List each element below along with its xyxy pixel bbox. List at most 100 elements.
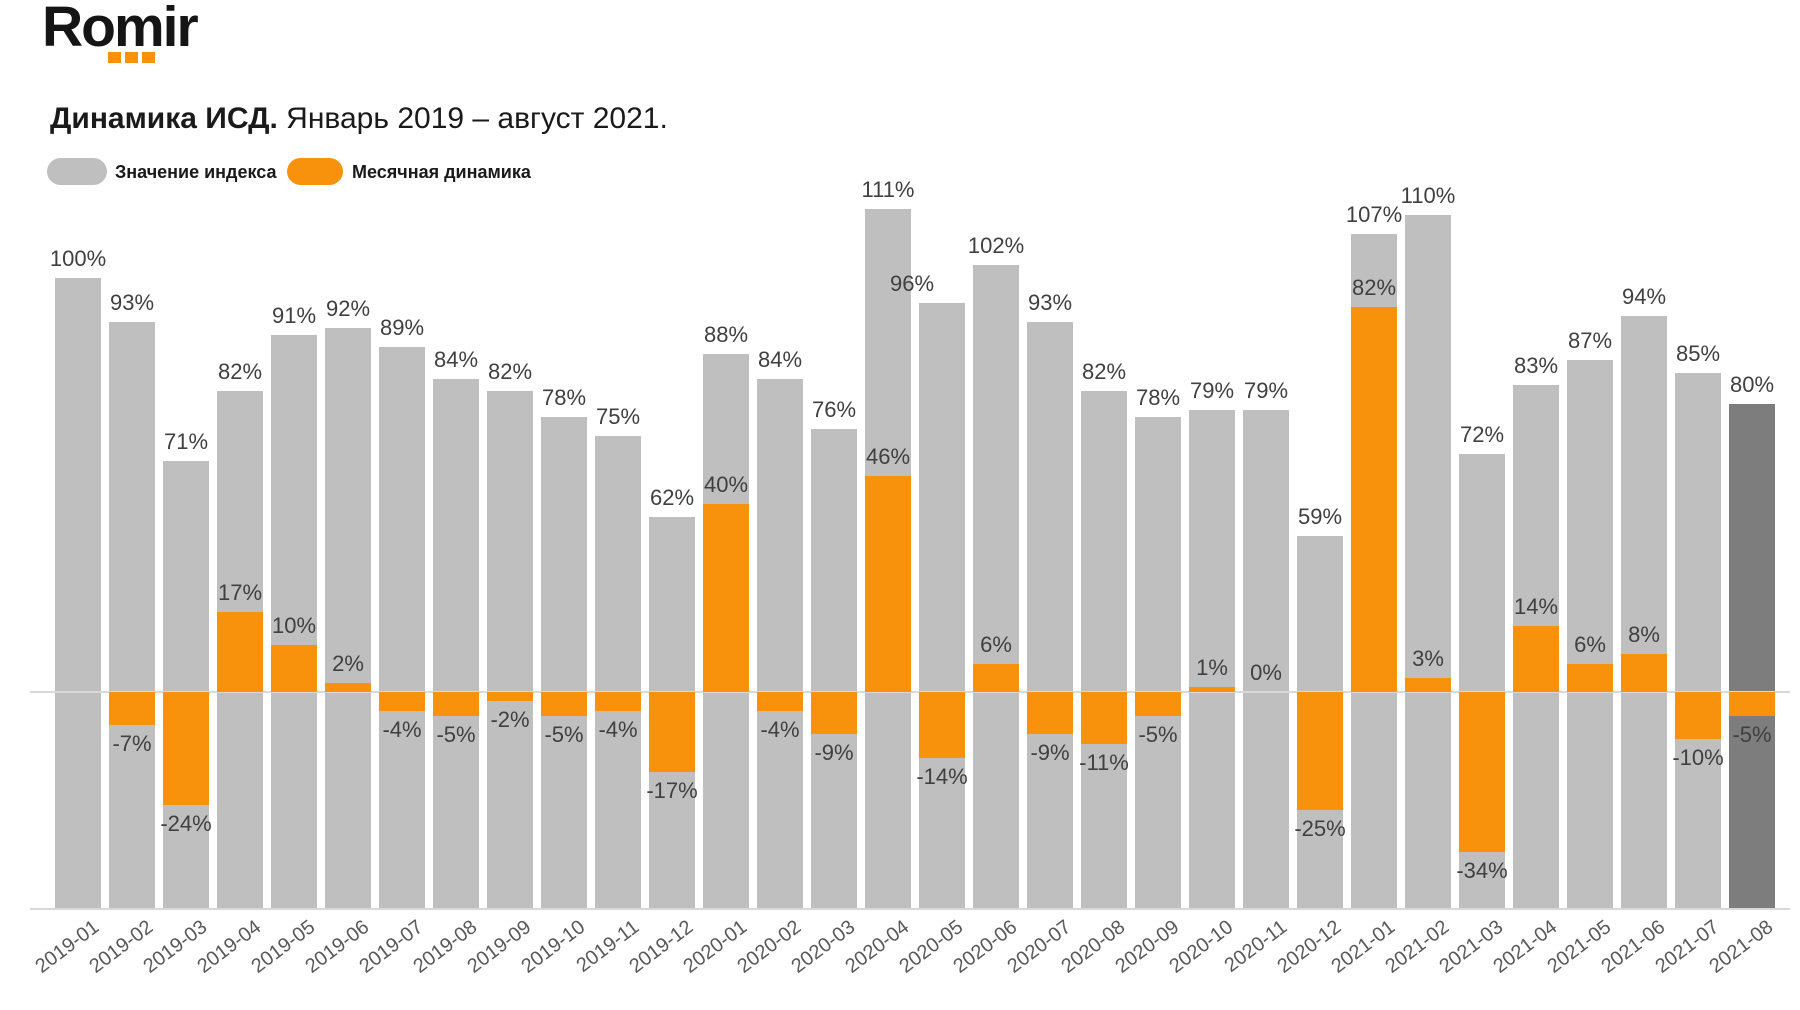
label-index-2021-04: 83%	[1513, 353, 1559, 378]
label-dynamics-2020-01: 40%	[703, 472, 749, 497]
bar-index-2021-08	[1729, 404, 1775, 908]
bar-index-2019-09	[487, 391, 533, 908]
label-dynamics-2019-09: -2%	[490, 707, 530, 732]
label-index-2020-05: 96%	[889, 271, 935, 296]
label-index-2019-06: 92%	[325, 296, 371, 321]
label-dynamics-2019-04: 17%	[217, 580, 263, 605]
bar-dynamics-2019-04	[217, 612, 263, 692]
bar-dynamics-2021-03	[1459, 692, 1505, 852]
bar-index-2020-10	[1189, 410, 1235, 908]
bar-index-2019-11	[595, 436, 641, 908]
bar-dynamics-2019-03	[163, 692, 209, 805]
bar-dynamics-2021-04	[1513, 626, 1559, 692]
bar-dynamics-2020-01	[703, 504, 749, 692]
bar-dynamics-2020-02	[757, 692, 803, 711]
label-dynamics-2020-05: -14%	[916, 764, 968, 789]
label-index-2019-12: 62%	[649, 485, 695, 510]
label-dynamics-2021-01: 82%	[1351, 275, 1397, 300]
label-index-2021-08: 80%	[1729, 372, 1775, 397]
label-dynamics-2020-07: -9%	[1030, 740, 1070, 765]
label-index-2019-07: 89%	[379, 315, 425, 340]
bar-dynamics-2021-08	[1729, 692, 1775, 716]
bar-dynamics-2020-12	[1297, 692, 1343, 810]
logo-dot-icon	[108, 52, 121, 63]
label-dynamics-2020-12: -25%	[1294, 816, 1346, 841]
dynamics-zero-axis-line	[30, 691, 1790, 693]
label-dynamics-2020-03: -9%	[814, 740, 854, 765]
label-dynamics-2019-10: -5%	[544, 722, 584, 747]
bar-dynamics-2021-06	[1621, 654, 1667, 692]
label-index-2019-01: 100%	[49, 246, 107, 271]
label-dynamics-2020-06: 6%	[980, 632, 1012, 657]
label-index-2021-02: 110%	[1400, 183, 1456, 208]
label-dynamics-2021-04: 14%	[1513, 594, 1559, 619]
label-index-2021-03: 72%	[1459, 422, 1505, 447]
label-index-2021-01: 107%	[1345, 202, 1403, 227]
bar-index-2019-01	[55, 278, 101, 908]
bar-index-2020-02	[757, 379, 803, 908]
bar-index-2019-10	[541, 417, 587, 908]
label-index-2020-08: 82%	[1081, 359, 1127, 384]
bar-dynamics-2019-09	[487, 692, 533, 701]
bar-index-2019-07	[379, 347, 425, 908]
label-dynamics-2019-07: -4%	[382, 717, 422, 742]
label-dynamics-2020-02: -4%	[760, 717, 800, 742]
bar-dynamics-2020-07	[1027, 692, 1073, 734]
label-dynamics-2021-07: -10%	[1672, 745, 1724, 770]
bar-index-2020-06	[973, 265, 1019, 908]
label-dynamics-2019-12: -17%	[646, 778, 698, 803]
label-dynamics-2020-10: 1%	[1196, 655, 1228, 680]
label-dynamics-2020-04: 46%	[865, 444, 911, 469]
bar-index-2019-05	[271, 335, 317, 908]
bar-dynamics-2021-02	[1405, 678, 1451, 692]
bar-index-2020-09	[1135, 417, 1181, 908]
label-index-2019-02: 93%	[109, 290, 155, 315]
label-index-2020-11: 79%	[1243, 378, 1289, 403]
bar-dynamics-2020-05	[919, 692, 965, 758]
label-dynamics-2021-05: 6%	[1574, 632, 1606, 657]
page-title: Динамика ИСД. Январь 2019 – август 2021.	[50, 102, 668, 136]
label-dynamics-2021-06: 8%	[1628, 622, 1660, 647]
bar-index-2020-11	[1243, 410, 1289, 908]
bar-dynamics-2019-06	[325, 683, 371, 692]
bar-dynamics-2021-01	[1351, 307, 1397, 692]
bar-index-2019-08	[433, 379, 479, 908]
label-dynamics-2020-11: 0%	[1250, 660, 1282, 685]
legend-swatch-index-value	[47, 158, 107, 185]
bar-index-2020-03	[811, 429, 857, 908]
bar-dynamics-2020-08	[1081, 692, 1127, 744]
page-title-subtitle: Январь 2019 – август 2021.	[277, 102, 668, 135]
bar-dynamics-2019-10	[541, 692, 587, 716]
bar-index-2021-07	[1675, 373, 1721, 908]
bar-index-2020-05	[919, 303, 965, 908]
bar-dynamics-2019-05	[271, 645, 317, 692]
page-title-bold: Динамика ИСД.	[50, 102, 278, 135]
bar-index-2021-02	[1405, 215, 1451, 908]
bar-dynamics-2021-07	[1675, 692, 1721, 739]
label-index-2020-09: 78%	[1135, 385, 1181, 410]
label-dynamics-2019-11: -4%	[598, 717, 638, 742]
label-dynamics-2020-09: -5%	[1138, 722, 1178, 747]
label-dynamics-2020-08: -11%	[1079, 750, 1129, 775]
label-index-2021-07: 85%	[1675, 341, 1721, 366]
label-dynamics-2019-05: 10%	[271, 613, 317, 638]
logo-dot-icon	[142, 52, 155, 63]
bar-index-2019-02	[109, 322, 155, 908]
label-index-2019-10: 78%	[541, 385, 587, 410]
label-index-2019-03: 71%	[163, 429, 209, 454]
label-index-2020-04: 111%	[861, 177, 915, 202]
label-index-2020-10: 79%	[1189, 378, 1235, 403]
bar-index-2019-03	[163, 461, 209, 908]
label-index-2021-05: 87%	[1567, 328, 1613, 353]
label-dynamics-2021-03: -34%	[1456, 858, 1508, 883]
bar-dynamics-2020-03	[811, 692, 857, 734]
bar-index-2020-07	[1027, 322, 1073, 908]
label-index-2020-12: 59%	[1297, 504, 1343, 529]
label-index-2020-02: 84%	[757, 347, 803, 372]
logo-dot-icon	[125, 52, 138, 63]
bar-dynamics-2019-12	[649, 692, 695, 772]
legend-label-monthly-dynamics: Месячная динамика	[352, 162, 531, 182]
bar-dynamics-2020-06	[973, 664, 1019, 692]
label-index-2019-05: 91%	[271, 303, 317, 328]
